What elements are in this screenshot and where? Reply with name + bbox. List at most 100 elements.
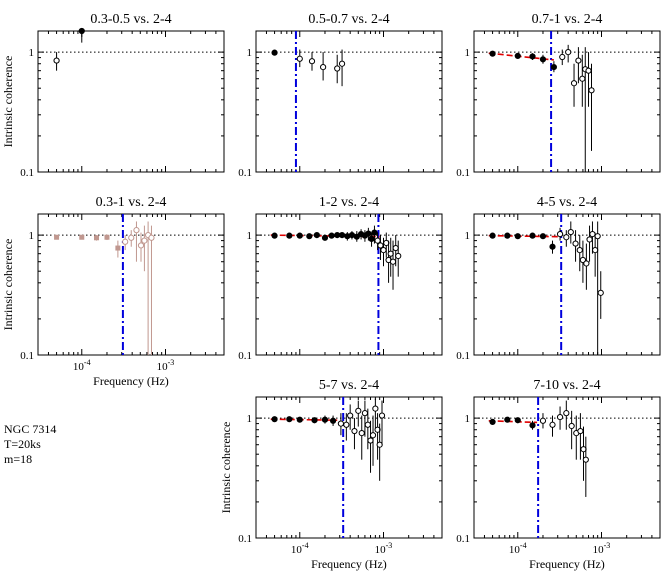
x-tick-label: 10-4 [291,541,309,556]
panel-title: 0.3-1 vs. 2-4 [96,195,167,210]
data-point [597,289,604,296]
y-tick-label: 1 [465,47,471,59]
data-point [570,80,578,87]
y-axis-label: Intrinsic coherence [1,56,15,148]
data-point [329,417,337,424]
data-point [53,57,60,64]
data-point [489,50,496,57]
y-axis-label: Intrinsic coherence [219,422,233,514]
y-tick-label: 1 [29,230,35,242]
data-point [94,235,100,241]
data-point [380,246,387,254]
data-point [296,55,303,62]
data-point [338,60,346,67]
x-axis-label: Frequency (Hz) [529,557,605,571]
y-tick-label: 1 [247,230,253,242]
data-point [320,63,327,71]
data-point [54,234,60,240]
x-tick-label: 10-3 [593,541,611,556]
x-tick-label: 10-3 [157,358,175,373]
data-point [376,441,383,448]
data-point [395,252,402,260]
data-point [104,234,110,240]
data-point [563,410,570,417]
panel-title: 7-10 vs. 2-4 [533,378,600,393]
data-point [308,58,316,65]
data-point [563,234,570,241]
data-point [539,56,547,63]
data-point [133,227,140,234]
y-tick-label: 0.1 [456,350,470,362]
data-point [371,229,378,236]
data-point [594,233,601,240]
plot-frame [255,213,443,356]
data-point [372,405,379,412]
data-point [334,65,341,72]
data-point [572,240,579,247]
data-point [141,237,148,244]
data-point [559,53,566,61]
data-point [137,242,145,249]
plot-frame [473,213,661,356]
data-point [556,230,564,238]
data-point [271,416,278,423]
panel-title: 4-5 vs. 2-4 [537,195,597,210]
x-axis-label: Frequency (Hz) [93,374,169,388]
data-point [575,57,582,64]
y-tick-label: 0.1 [456,167,470,179]
plot-frame [473,396,661,539]
y-tick-label: 0.1 [20,167,34,179]
data-point [514,233,521,240]
data-point [589,230,596,238]
plot-frame [255,30,443,173]
data-point [504,232,511,239]
y-tick-label: 1 [247,47,253,59]
data-point [576,246,583,254]
data-point [392,244,399,252]
x-axis-label: Frequency (Hz) [311,557,387,571]
data-point [579,75,586,82]
y-axis-label: Intrinsic coherence [1,239,15,331]
data-point [568,422,575,430]
y-tick-label: 1 [29,47,35,59]
model-line [488,234,561,238]
data-point [365,230,372,237]
data-point [347,412,354,419]
y-tick-label: 0.1 [20,350,34,362]
data-point [514,52,521,59]
data-point [361,410,369,417]
y-tick-label: 0.1 [238,167,252,179]
data-point [355,407,362,414]
source-label: NGC 7314 [4,422,57,436]
bins-label: m=18 [4,452,33,466]
data-point [539,417,547,424]
y-tick-label: 0.1 [456,533,470,545]
plot-frame [37,30,225,173]
y-tick-label: 0.1 [238,350,252,362]
data-point [374,237,381,244]
data-point [514,417,521,424]
data-point [567,228,574,236]
data-point [529,422,536,429]
data-point [313,232,320,239]
data-point [296,232,303,239]
data-point [78,27,85,35]
data-point [367,437,374,444]
plot-frame [37,213,225,356]
data-point [583,260,590,267]
data-point [550,63,557,71]
data-point [271,49,278,56]
data-point [378,412,386,419]
data-point [353,233,360,240]
data-point [271,232,278,239]
panel-title: 1-2 vs. 2-4 [319,195,379,210]
x-tick-label: 10-4 [509,541,527,556]
data-point [286,416,293,423]
y-tick-label: 1 [465,413,471,425]
data-point [586,236,593,243]
data-point [585,67,592,74]
panel-title: 0.5-0.7 vs. 2-4 [308,12,389,27]
data-point [588,87,595,94]
data-point [321,416,329,423]
data-point [549,243,556,250]
